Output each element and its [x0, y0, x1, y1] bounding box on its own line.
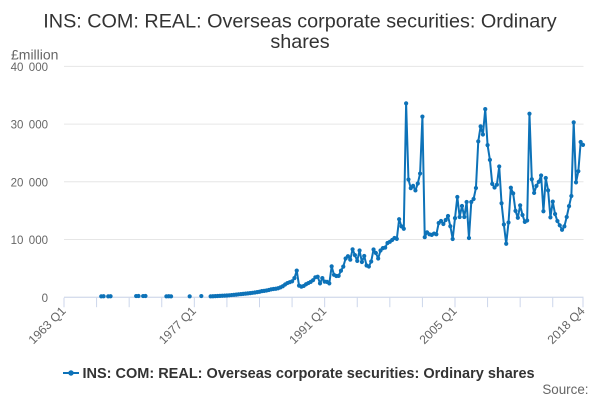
- svg-text:Source:: Source:: [542, 382, 588, 397]
- svg-text:£million: £million: [11, 46, 58, 62]
- svg-text:INS: COM: REAL: Overseas corpo: INS: COM: REAL: Overseas corporate secur…: [83, 366, 535, 382]
- svg-text:0: 0: [42, 293, 48, 305]
- svg-text:20 000: 20 000: [11, 177, 48, 189]
- svg-text:30 000: 30 000: [11, 120, 48, 132]
- svg-text:INS: COM: REAL: Overseas corpo: INS: COM: REAL: Overseas corporate secur…: [43, 11, 556, 33]
- svg-text:shares: shares: [270, 31, 329, 53]
- svg-text:40 000: 40 000: [11, 62, 48, 74]
- svg-text:10 000: 10 000: [11, 235, 48, 247]
